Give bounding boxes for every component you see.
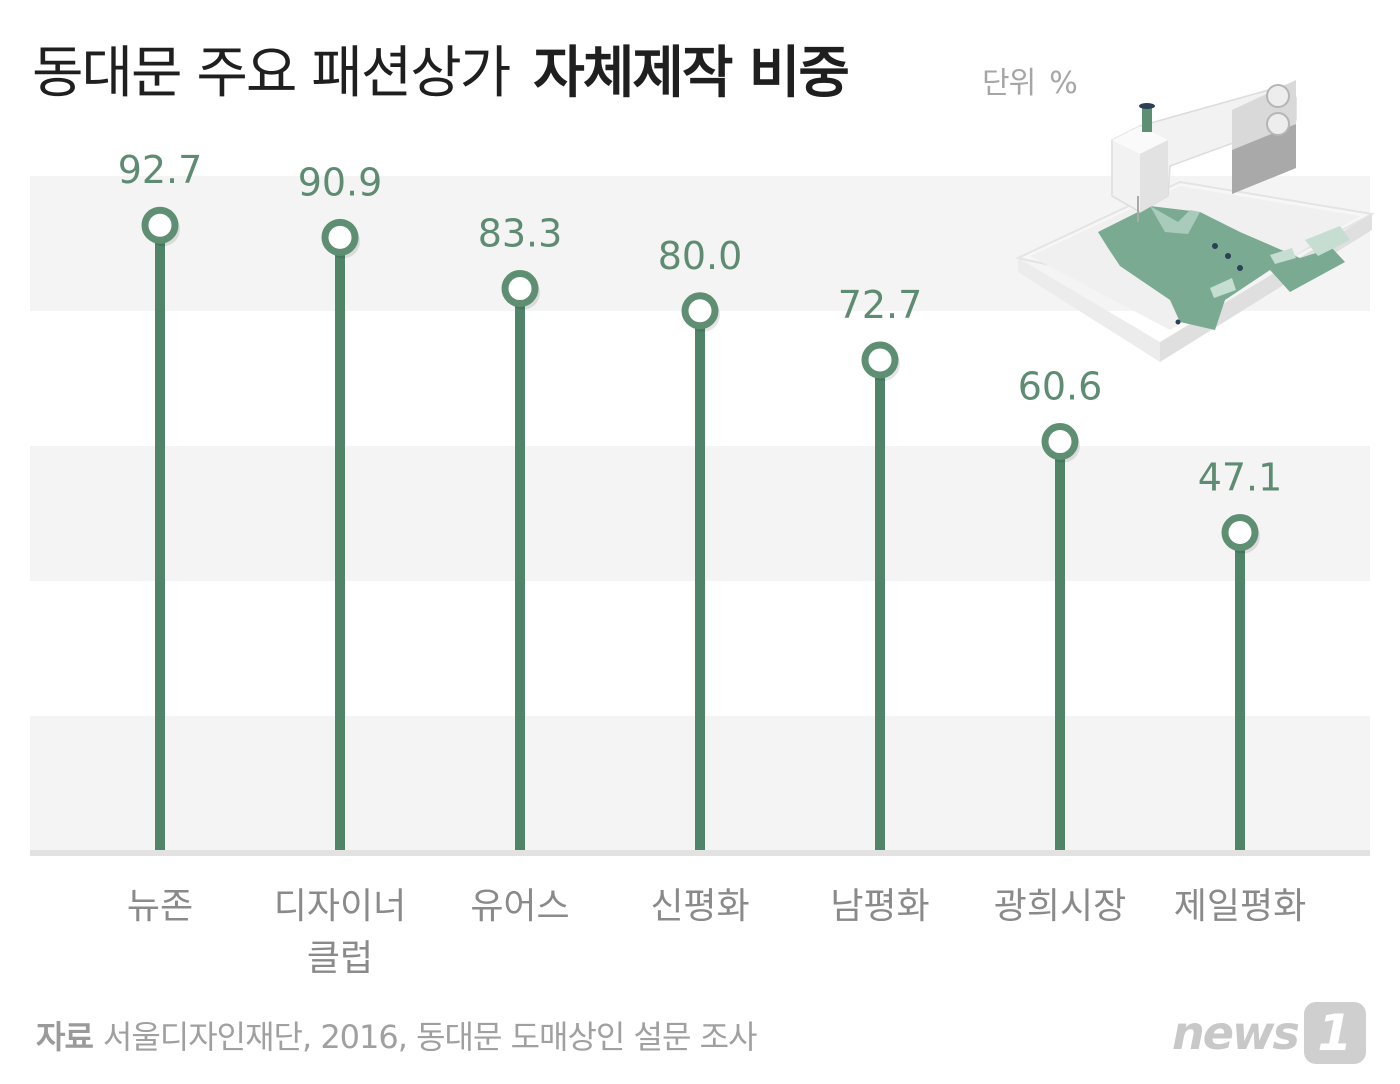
news1-logo: news 1 [1172, 1002, 1366, 1064]
category-label: 제일평화 [1174, 886, 1306, 927]
lollipop-mark: 80.0 신평화 [650, 234, 749, 927]
title-strong: 자체제작 비중 [533, 41, 850, 106]
category-label: 디자이너 [274, 886, 406, 927]
data-label: 80.0 [658, 234, 743, 278]
unit-label: 단위 [982, 66, 1036, 101]
data-point-marker [1041, 423, 1079, 461]
category-label: 뉴존 [127, 886, 193, 927]
data-label: 92.7 [118, 148, 203, 192]
category-label: 클럽 [307, 938, 373, 979]
sewing-machine-illustration [1014, 80, 1376, 362]
lollipop-mark: 60.6 광희시장 [994, 365, 1126, 927]
data-point-marker [321, 218, 359, 256]
category-label: 광희시장 [994, 886, 1126, 927]
data-point-marker [501, 270, 539, 308]
data-point-marker [861, 341, 899, 379]
data-point-marker [141, 206, 179, 244]
lollipop-mark: 83.3 유어스 [470, 212, 569, 927]
chart-title: 동대문 주요 패션상가 자체제작 비중 [32, 28, 850, 109]
data-label: 90.9 [298, 160, 383, 204]
data-label: 47.1 [1198, 456, 1283, 500]
source-text: 서울디자인재단, 2016, 동대문 도매상인 설문 조사 [102, 1018, 758, 1056]
data-point-marker [681, 292, 719, 330]
lollipop-mark: 47.1 제일평화 [1174, 456, 1306, 927]
data-label: 60.6 [1018, 365, 1103, 409]
data-label: 72.7 [838, 283, 923, 327]
title-normal: 동대문 주요 패션상가 [32, 41, 511, 106]
data-point-marker [1221, 514, 1259, 552]
category-label: 남평화 [830, 886, 929, 927]
brand-wordmark: news [1172, 1006, 1300, 1060]
unit-symbol: % [1049, 66, 1077, 101]
brand-badge: 1 [1303, 1002, 1366, 1064]
source-note: 자료 서울디자인재단, 2016, 동대문 도매상인 설문 조사 [36, 1012, 758, 1058]
unit-note: 단위% [982, 58, 1078, 102]
lollipop-mark: 92.7 뉴존 [118, 148, 203, 927]
source-label: 자료 [36, 1018, 94, 1056]
data-label: 83.3 [478, 212, 563, 256]
lollipop-mark: 72.7 남평화 [830, 283, 929, 927]
category-label: 신평화 [650, 886, 749, 927]
category-label: 유어스 [470, 886, 569, 927]
